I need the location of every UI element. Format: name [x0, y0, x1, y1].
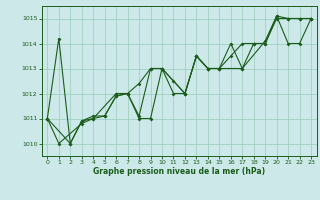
X-axis label: Graphe pression niveau de la mer (hPa): Graphe pression niveau de la mer (hPa) — [93, 167, 265, 176]
